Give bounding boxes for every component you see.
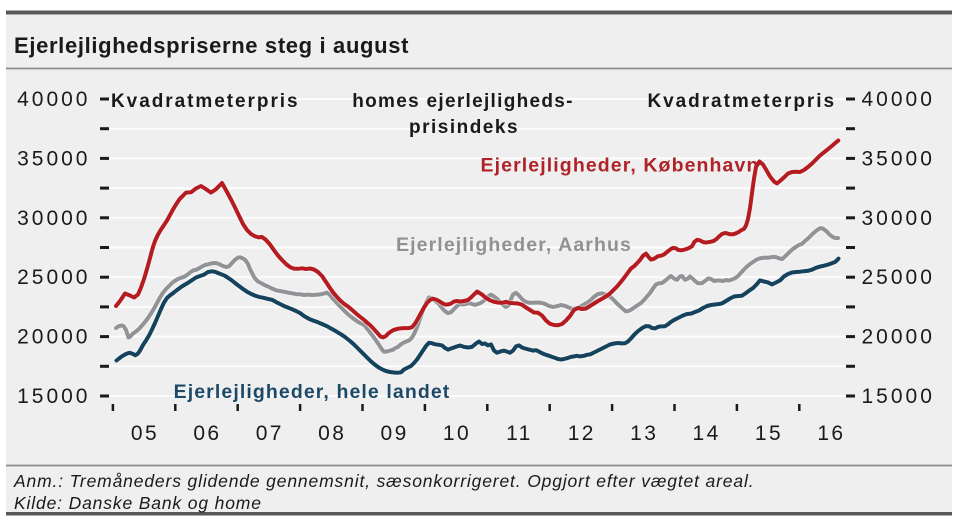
svg-text:16: 16	[817, 422, 845, 445]
svg-text:Anm.: Tremåneders glidende gen: Anm.: Tremåneders glidende gennemsnit, s…	[13, 471, 754, 491]
svg-text:Ejerlejligheder, København: Ejerlejligheder, København	[481, 155, 760, 177]
svg-text:07: 07	[256, 422, 284, 445]
svg-text:30000: 30000	[862, 207, 935, 230]
svg-text:14: 14	[693, 422, 721, 445]
svg-text:11: 11	[506, 422, 533, 445]
svg-text:13: 13	[630, 422, 658, 445]
svg-text:30000: 30000	[17, 207, 90, 230]
svg-text:35000: 35000	[862, 147, 935, 170]
svg-text:08: 08	[318, 422, 346, 445]
svg-text:10: 10	[443, 422, 471, 445]
svg-text:25000: 25000	[862, 266, 935, 289]
svg-text:06: 06	[193, 422, 221, 445]
svg-text:12: 12	[568, 422, 596, 445]
svg-text:prisindeks: prisindeks	[409, 117, 519, 138]
svg-text:Kvadratmeterpris: Kvadratmeterpris	[647, 91, 836, 112]
svg-text:Ejerlejligheder, Aarhus: Ejerlejligheder, Aarhus	[396, 234, 632, 256]
svg-text:40000: 40000	[17, 88, 90, 111]
svg-text:15000: 15000	[862, 385, 935, 408]
svg-text:20000: 20000	[17, 326, 90, 349]
svg-text:35000: 35000	[17, 147, 90, 170]
svg-text:05: 05	[131, 422, 159, 445]
svg-text:25000: 25000	[17, 266, 90, 289]
svg-text:Kvadratmeterpris: Kvadratmeterpris	[111, 91, 300, 112]
svg-text:09: 09	[381, 422, 409, 445]
svg-text:Ejerlejligheder, hele landet: Ejerlejligheder, hele landet	[174, 381, 451, 403]
svg-text:40000: 40000	[862, 88, 935, 111]
svg-text:15000: 15000	[17, 385, 90, 408]
svg-text:homes ejerlejligheds-: homes ejerlejligheds-	[352, 91, 574, 112]
svg-text:Ejerlejlighedspriserne steg i: Ejerlejlighedspriserne steg i august	[14, 33, 409, 58]
svg-text:15: 15	[755, 422, 783, 445]
svg-text:Kilde: Danske Bank og home: Kilde: Danske Bank og home	[14, 493, 262, 513]
svg-text:20000: 20000	[862, 326, 935, 349]
